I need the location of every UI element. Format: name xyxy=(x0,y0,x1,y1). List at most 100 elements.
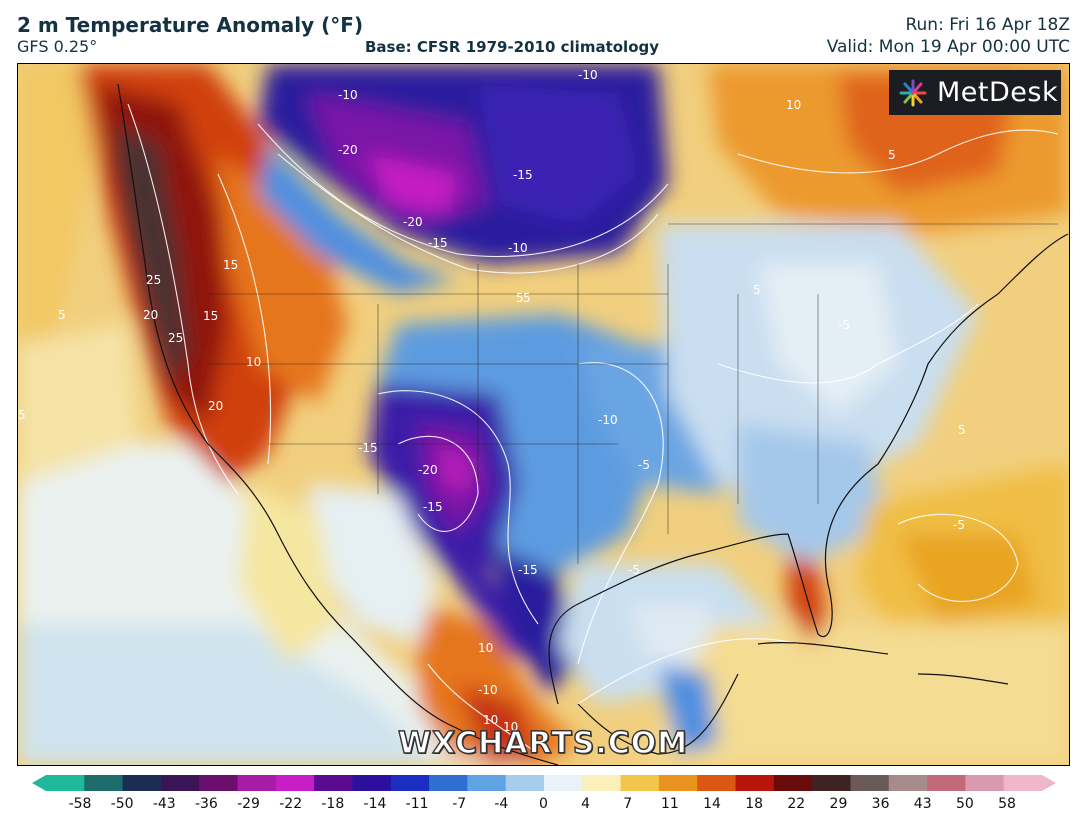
colorbar-segment xyxy=(160,775,200,791)
coastlines xyxy=(117,83,1069,765)
colorbar-segment xyxy=(199,775,239,791)
colorbar-segment xyxy=(275,775,315,791)
colorbar-tick-label: -50 xyxy=(110,796,134,812)
contour-label: 5 xyxy=(958,423,966,437)
colorbar-tick-label: 14 xyxy=(703,796,721,812)
contour-label: -5 xyxy=(638,458,650,472)
colorbar-segment xyxy=(735,775,775,791)
colorbar-segment xyxy=(812,775,852,791)
metdesk-logo: MetDesk xyxy=(889,70,1061,115)
anomaly-field xyxy=(18,64,1069,765)
contour-label: -10 xyxy=(508,241,528,255)
contour-label: 10 xyxy=(786,98,801,112)
contour-labels: -10-10-20-15-20-15 -101055252025151510205… xyxy=(18,68,966,734)
contour-label: -5 xyxy=(628,563,640,577)
colorbar-segment xyxy=(544,775,583,791)
contour-label: 15 xyxy=(203,309,218,323)
colorbar-tick-label: -29 xyxy=(237,796,260,812)
colorbar-tick-label: 29 xyxy=(829,796,848,812)
colorbar-tick-label: 4 xyxy=(581,796,591,812)
contour-label: -5 xyxy=(953,518,965,532)
colorbar-segment xyxy=(237,775,277,791)
colorbar-segment xyxy=(314,775,354,791)
contour-label: 10 xyxy=(503,720,518,734)
colorbar-segment xyxy=(927,775,966,791)
colorbar-tick-label: 18 xyxy=(745,796,764,812)
colorbar-segment xyxy=(620,775,660,791)
colorbar-segment xyxy=(467,775,507,791)
valid-time-label: Valid: Mon 19 Apr 00:00 UTC xyxy=(826,37,1070,57)
wxcharts-watermark: WXCHARTS.COM xyxy=(397,725,689,761)
contour-label: -20 xyxy=(403,215,423,229)
map-canvas: -10-10-20-15-20-15 -101055252025151510205… xyxy=(18,64,1069,765)
colorbar-tick-label: -4 xyxy=(494,796,509,812)
contour-label: -10 xyxy=(478,683,498,697)
colorbar-tick-label: 7 xyxy=(623,796,633,812)
colorbar xyxy=(32,775,1056,791)
contour-lines xyxy=(127,103,1059,755)
contour-label: -15 xyxy=(428,236,448,250)
colorbar-segment xyxy=(429,775,468,791)
colorbar-tick-label: -58 xyxy=(68,796,92,812)
contour-label: 10 xyxy=(483,713,498,727)
colorbar-tick-label: 58 xyxy=(998,796,1016,812)
contour-label: 10 xyxy=(246,355,261,369)
colorbar-tick-label: 36 xyxy=(871,796,890,812)
colorbar-segment xyxy=(773,775,813,791)
contour-label: -20 xyxy=(338,143,358,157)
model-label: GFS 0.25° xyxy=(17,37,98,56)
colorbar-tick-label: 0 xyxy=(539,796,548,812)
colorbar-left-arrow xyxy=(32,775,46,791)
colorbar-tick-label: 43 xyxy=(913,796,932,812)
contour-label: 5 xyxy=(753,283,761,297)
metdesk-logo-text: MetDesk xyxy=(937,77,1059,108)
contour-label: -20 xyxy=(418,463,438,477)
contour-label: 5 xyxy=(516,291,524,305)
state-borders xyxy=(208,223,1058,564)
anomaly-map: -10 -10 -20 -15 -20 -15 -10 10 5 5 25 20 25 15 15 10 20 5… xyxy=(17,63,1070,766)
contour-label: -5 xyxy=(838,318,850,332)
contour-label: -15 xyxy=(358,441,378,455)
colorbar-tick-label: -36 xyxy=(194,796,218,812)
colorbar-segment xyxy=(965,775,1005,791)
contour-label: 5 xyxy=(523,291,531,305)
chart-title: 2 m Temperature Anomaly (°F) xyxy=(17,13,364,37)
colorbar-tick-label: -43 xyxy=(152,796,176,812)
climatology-base-label: Base: CFSR 1979-2010 climatology xyxy=(365,38,660,56)
contour-label: 5 xyxy=(888,148,896,162)
contour-label: -15 xyxy=(518,563,538,577)
colorbar-labels: -58 -50 -43 -36 -29 -22 -18 -14 -11 -7 -4 0 4 7 11 14 18… xyxy=(0,796,1088,816)
contour-label: 5 xyxy=(18,408,26,422)
contour-label: -10 xyxy=(598,413,618,427)
contour-label: -15 xyxy=(423,500,443,514)
contour-label: -10 xyxy=(338,88,358,102)
contour-label: 5 xyxy=(58,308,66,322)
colorbar-segment xyxy=(697,775,737,791)
contour-label: -10 xyxy=(578,68,598,82)
contour-label: 25 xyxy=(146,273,161,287)
colorbar-segment xyxy=(84,775,124,791)
colorbar-segment xyxy=(505,775,545,791)
colorbar-tick-label: 22 xyxy=(787,796,806,812)
colorbar-segment xyxy=(352,775,392,791)
colorbar-segment xyxy=(390,775,430,791)
run-time-label: Run: Fri 16 Apr 18Z xyxy=(905,15,1070,35)
contour-label: 10 xyxy=(478,641,493,655)
colorbar-tick-label: 50 xyxy=(955,796,974,812)
colorbar-tick-label: -18 xyxy=(321,796,345,812)
colorbar-segment xyxy=(582,775,622,791)
colorbar-tick-label: -7 xyxy=(452,796,467,812)
contour-label: 20 xyxy=(143,308,158,322)
contour-label: -15 xyxy=(513,168,533,182)
contour-label: 20 xyxy=(208,399,223,413)
colorbar-segment xyxy=(888,775,928,791)
colorbar-segment xyxy=(46,775,85,791)
colorbar-tick-label: 11 xyxy=(660,796,679,812)
colorbar-segment xyxy=(1003,775,1043,791)
colorbar-segment xyxy=(850,775,890,791)
colorbar-segment xyxy=(658,775,698,791)
metdesk-flower-icon xyxy=(899,79,927,106)
contour-label: 25 xyxy=(168,331,183,345)
colorbar-tick-label: -22 xyxy=(279,796,303,812)
contour-label: 15 xyxy=(223,258,238,272)
